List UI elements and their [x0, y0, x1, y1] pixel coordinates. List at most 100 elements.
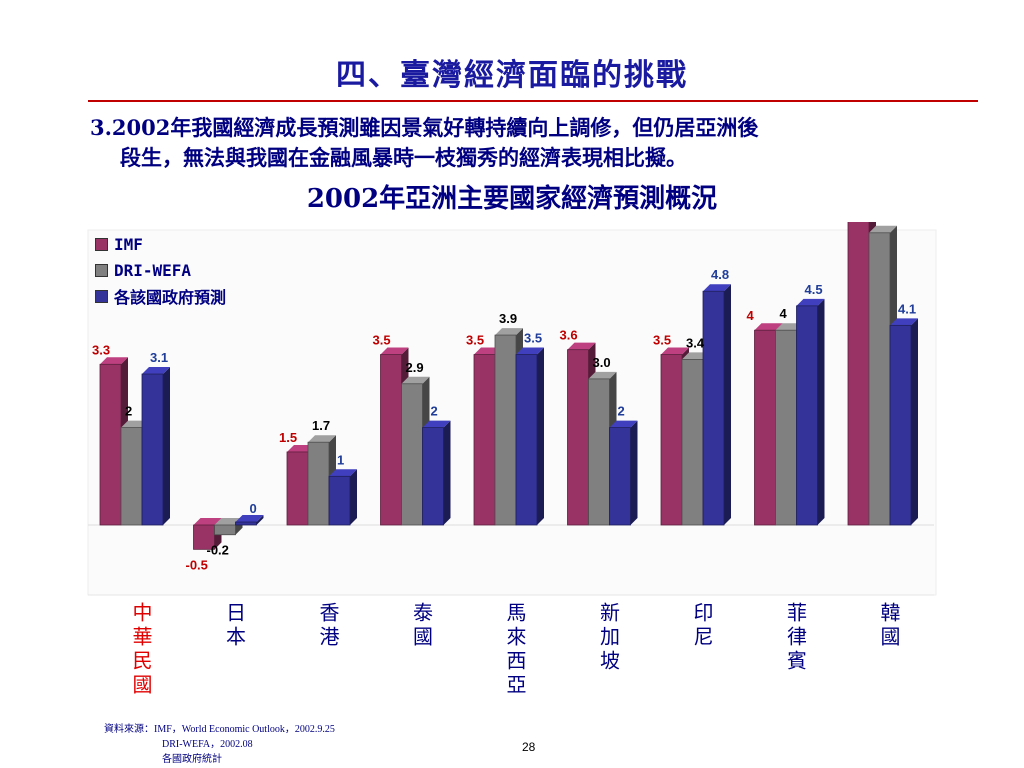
chart-title: 2002年亞洲主要國家經濟預測概況 [306, 184, 718, 214]
bar [754, 329, 776, 526]
bar [702, 290, 725, 526]
data-label: 3.5 [466, 333, 484, 348]
bar [401, 383, 423, 526]
bar [120, 427, 143, 526]
category-label: 韓國 [877, 602, 901, 650]
bar [328, 475, 351, 526]
legend-item-government: 各該國政府預測 [95, 283, 226, 309]
bar-side [350, 469, 357, 525]
legend-label-government: 各該國政府預測 [114, 288, 227, 307]
bar-side [443, 420, 451, 525]
data-label: -0.5 [186, 557, 208, 572]
data-label: 1.5 [279, 430, 297, 445]
category-label: 印尼 [690, 602, 714, 650]
bar [307, 441, 330, 526]
category-label: 中華民國 [129, 602, 153, 698]
bar-side [724, 284, 731, 525]
bar [609, 427, 631, 526]
data-label: 2 [618, 404, 625, 419]
bar [494, 334, 517, 526]
bar [286, 451, 309, 526]
data-label: 3.1 [150, 350, 168, 365]
bullet-point: 3.2002年我國經濟成長預測雖因景氣好轉持續向上調修，但仍居亞洲後 段生，無法… [90, 113, 1000, 173]
data-label: 4.8 [711, 267, 729, 282]
data-label: 3.5 [373, 333, 391, 348]
bar-top [588, 371, 617, 379]
bar-top [890, 318, 918, 326]
bar [141, 373, 164, 526]
bar-top [100, 357, 128, 365]
data-label: 1.7 [312, 418, 330, 433]
bar-top [329, 469, 357, 477]
bar-top [401, 376, 430, 384]
bar-top [380, 347, 409, 355]
data-label: 3.9 [499, 311, 517, 326]
bar [889, 324, 912, 526]
bullet-line-1: 3.2002年我國經濟成長預測雖因景氣好轉持續向上調修，但仍居亞洲後 [90, 115, 759, 140]
data-label: 2 [125, 404, 132, 419]
bar [515, 354, 538, 526]
bar-side [911, 318, 918, 525]
bar-top [609, 420, 638, 428]
bar-top [754, 323, 783, 331]
legend-label-imf: IMF [114, 234, 143, 254]
bar-chart: 3.3 2 3.1 -0.5-0.2 0 1.5 1.7 1 3.5 2.9 2 3.5 3.9 3.5 3… [87, 222, 937, 596]
data-label: 3.6 [560, 328, 578, 343]
bar [380, 354, 402, 526]
data-label: 2.9 [406, 360, 424, 375]
data-label: 4.5 [805, 282, 823, 297]
page-number: 28 [522, 740, 536, 754]
legend-label-dri-wefa: DRI-WEFA [114, 260, 192, 280]
bar-side [817, 298, 825, 525]
data-label: 0 [250, 501, 257, 516]
bar [796, 305, 818, 526]
data-label: 6 [873, 222, 880, 224]
bar [681, 359, 704, 526]
bar-side [163, 367, 170, 525]
bar [775, 329, 797, 526]
bar-top [193, 518, 222, 525]
bar-side [256, 515, 264, 525]
bar-top [422, 420, 451, 428]
data-label: 3.3 [92, 342, 110, 357]
bar [847, 222, 870, 526]
bar-side [630, 420, 638, 525]
bar [588, 378, 610, 526]
source-line-2: DRI-WEFA，2002.08 [162, 739, 253, 750]
bar-top [235, 515, 264, 522]
bar-top [796, 298, 825, 306]
category-label: 馬來西亞 [503, 602, 527, 698]
bar-top [661, 347, 689, 355]
data-label: 4.1 [898, 301, 916, 316]
bullet-line-2: 段生，無法與我國在金融風暴時一枝獨秀的經濟表現相比擬。 [120, 145, 687, 170]
data-label: 3.0 [593, 355, 611, 370]
bar [99, 363, 122, 526]
data-label: 2 [431, 404, 438, 419]
legend: IMF DRI-WEFA 各該國政府預測 [95, 231, 226, 309]
category-label: 泰國 [409, 602, 434, 650]
category-label: 新加坡 [596, 602, 621, 674]
bar-side [537, 347, 544, 525]
legend-item-dri-wefa: DRI-WEFA [95, 257, 226, 283]
bar [868, 232, 891, 526]
source-line-1: 資料來源：IMF，World Economic Outlook，2002.9.2… [104, 724, 335, 735]
slide-title: 四、臺灣經濟面臨的挑戰 [336, 58, 688, 93]
legend-swatch-government [95, 289, 108, 303]
bar [567, 349, 589, 526]
chart-area: 3.3 2 3.1 -0.5 -0.2 0 1.5 1.7 1 3.5 2.9 2 3.5 3.9 3.5 3… [86, 222, 940, 607]
bar-top [869, 225, 897, 233]
bar [422, 427, 444, 526]
data-label: 3.5 [653, 333, 671, 348]
data-label: 4 [747, 308, 755, 323]
legend-swatch-dri-wefa [95, 263, 108, 277]
bar-top [308, 435, 336, 443]
bar-top [142, 367, 170, 375]
bar [214, 524, 236, 536]
bar [235, 521, 257, 526]
data-label: 3.5 [524, 331, 542, 346]
data-label: -0.2 [207, 543, 229, 558]
bar-top [567, 342, 596, 350]
source-note: 資料來源：IMF，World Economic Outlook，2002.9.2… [104, 722, 335, 767]
bar [660, 354, 683, 526]
bar-top [495, 328, 523, 336]
